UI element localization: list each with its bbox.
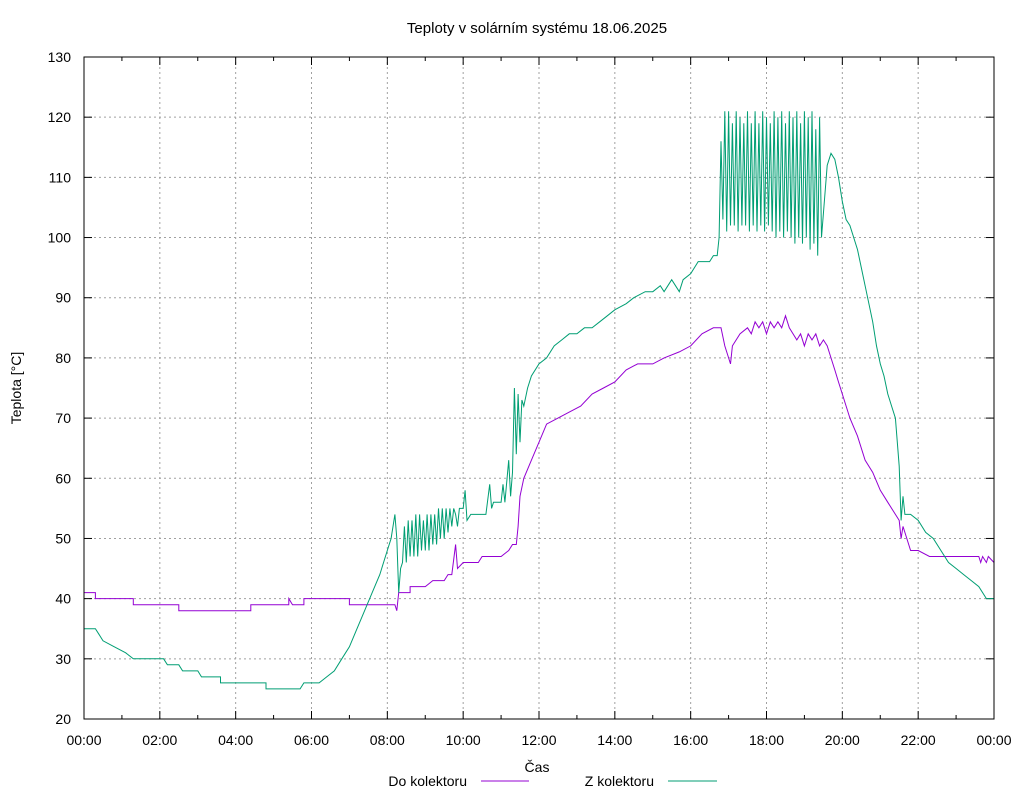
legend-label-1: Do kolektoru [388, 773, 467, 789]
ticks: 20 30 40 50 60 70 80 90 100 110 120 130 00:00 02:00 04… [48, 49, 1012, 748]
series-line-1 [84, 314, 995, 612]
x-tick-label: 00:00 [976, 732, 1011, 748]
x-tick-label: 10:00 [446, 732, 481, 748]
legend-label-2: Z kolektoru [585, 773, 654, 789]
y-tick-label: 50 [55, 530, 71, 546]
x-tick-label: 02:00 [142, 732, 177, 748]
series-line-2 [84, 111, 994, 690]
x-tick-label: 18:00 [749, 732, 784, 748]
chart-title: Teploty v solárním systému 18.06.2025 [407, 20, 667, 37]
y-tick-label: 100 [48, 230, 72, 246]
x-tick-label: 22:00 [901, 732, 936, 748]
y-tick-label: 130 [48, 49, 72, 65]
y-tick-label: 120 [48, 109, 72, 125]
y-tick-label: 80 [55, 350, 71, 366]
x-tick-label: 06:00 [294, 732, 329, 748]
x-axis-label: Čas [525, 759, 550, 775]
x-tick-label: 16:00 [673, 732, 708, 748]
y-tick-label: 30 [55, 651, 71, 667]
x-tick-label: 00:00 [66, 732, 101, 748]
y-tick-label: 20 [55, 711, 71, 727]
x-tick-label: 20:00 [825, 732, 860, 748]
y-tick-label: 70 [55, 410, 71, 426]
series-group [84, 111, 995, 690]
y-tick-label: 40 [55, 591, 71, 607]
x-tick-label: 04:00 [218, 732, 253, 748]
x-tick-label: 08:00 [370, 732, 405, 748]
x-tick-label: 12:00 [521, 732, 556, 748]
y-axis-label: Teplota [°C] [8, 352, 24, 425]
grid [84, 57, 994, 719]
y-tick-label: 60 [55, 470, 71, 486]
x-tick-label: 14:00 [597, 732, 632, 748]
plot-frame [83, 56, 995, 720]
y-tick-label: 90 [55, 290, 71, 306]
y-tick-label: 110 [49, 169, 72, 185]
legend: Do kolektoru Z kolektoru [388, 773, 717, 789]
